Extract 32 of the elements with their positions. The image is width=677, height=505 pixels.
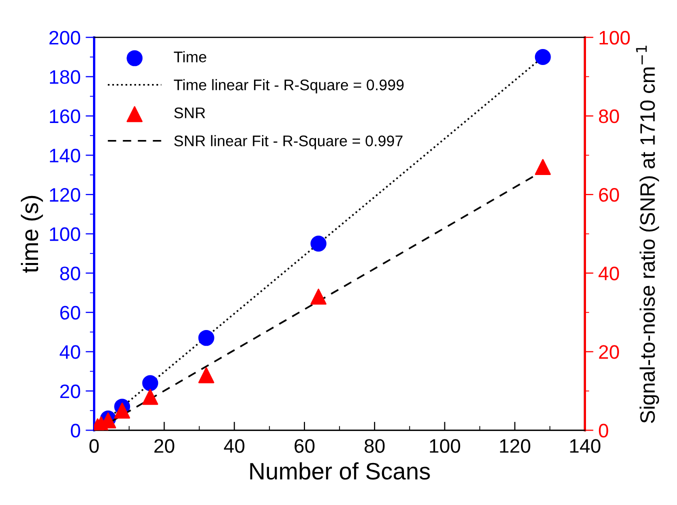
y2-tick-label: 80 xyxy=(598,109,619,124)
y2-axis-title: Signal-to-noise ratio (SNR) at 1710 cm$^{−1}$ xyxy=(636,46,660,423)
y2-tick-label: 0 xyxy=(598,424,608,438)
x-tick-label: 40 xyxy=(224,439,244,453)
x-tick-label: 100 xyxy=(430,439,460,453)
y2-tick-label: 40 xyxy=(598,266,619,280)
y-tick-label: 120 xyxy=(50,188,80,202)
y-tick-label: 0 xyxy=(70,424,80,438)
x-tick-label: 60 xyxy=(294,439,315,453)
x-tick-label: 80 xyxy=(364,439,385,453)
legend-label: Time xyxy=(174,51,206,62)
x-tick-label: 140 xyxy=(570,439,600,453)
y-tick-label: 180 xyxy=(50,70,80,84)
y2-tick-label: 60 xyxy=(599,188,619,202)
y-tick-label: 80 xyxy=(60,266,80,280)
y-tick-label: 100 xyxy=(50,227,80,242)
y2-tick-label: 100 xyxy=(600,30,630,45)
y-tick-label: 40 xyxy=(60,345,80,359)
y-tick-label: 60 xyxy=(60,306,80,320)
y-tick-label: 200 xyxy=(49,30,80,45)
legend-label: SNR linear Fit - R-Square = 0.997 xyxy=(174,135,402,150)
y2-tick-label: 20 xyxy=(599,345,619,359)
y-tick-label: 160 xyxy=(50,109,80,124)
x-tick-label: 0 xyxy=(89,439,99,453)
y-tick-label: 140 xyxy=(50,148,80,162)
x-axis-title: Number of Scans xyxy=(250,462,430,480)
y-axis-title: time (s) xyxy=(20,196,43,273)
legend-label: SNR xyxy=(174,108,206,118)
y-tick-label: 20 xyxy=(60,384,80,398)
legend-label: Time linear Fit - R-Square = 0.999 xyxy=(174,79,404,94)
x-tick-label: 120 xyxy=(500,439,530,453)
x-tick-label: 20 xyxy=(154,439,174,453)
